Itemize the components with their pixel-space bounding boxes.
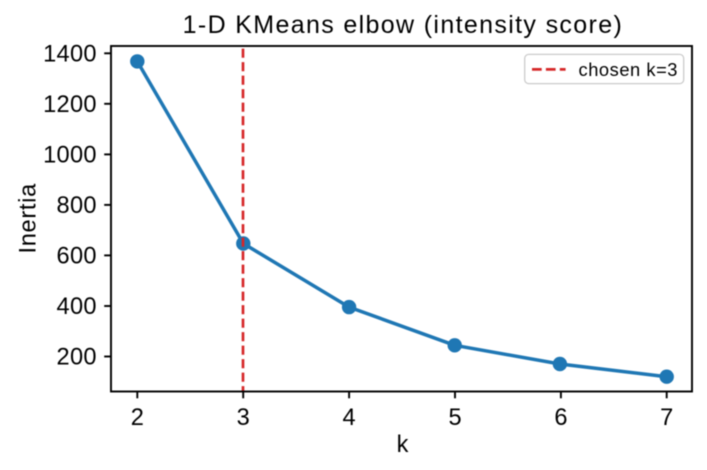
svg-text:1000: 1000 xyxy=(43,143,97,169)
svg-text:400: 400 xyxy=(57,294,97,320)
svg-text:3: 3 xyxy=(237,405,250,431)
svg-text:k: k xyxy=(397,432,409,458)
svg-text:1200: 1200 xyxy=(43,92,97,118)
svg-text:1-D KMeans elbow (intensity sc: 1-D KMeans elbow (intensity score) xyxy=(183,11,624,39)
svg-text:4: 4 xyxy=(343,405,356,431)
svg-text:2: 2 xyxy=(131,405,144,431)
svg-text:Inertia: Inertia xyxy=(16,183,42,254)
svg-text:1400: 1400 xyxy=(43,42,97,68)
svg-text:5: 5 xyxy=(448,405,461,431)
svg-text:800: 800 xyxy=(57,193,97,219)
svg-text:7: 7 xyxy=(660,405,673,431)
svg-text:600: 600 xyxy=(57,244,97,270)
svg-text:200: 200 xyxy=(57,345,97,371)
svg-text:6: 6 xyxy=(554,405,567,431)
svg-text:chosen k=3: chosen k=3 xyxy=(579,59,679,80)
